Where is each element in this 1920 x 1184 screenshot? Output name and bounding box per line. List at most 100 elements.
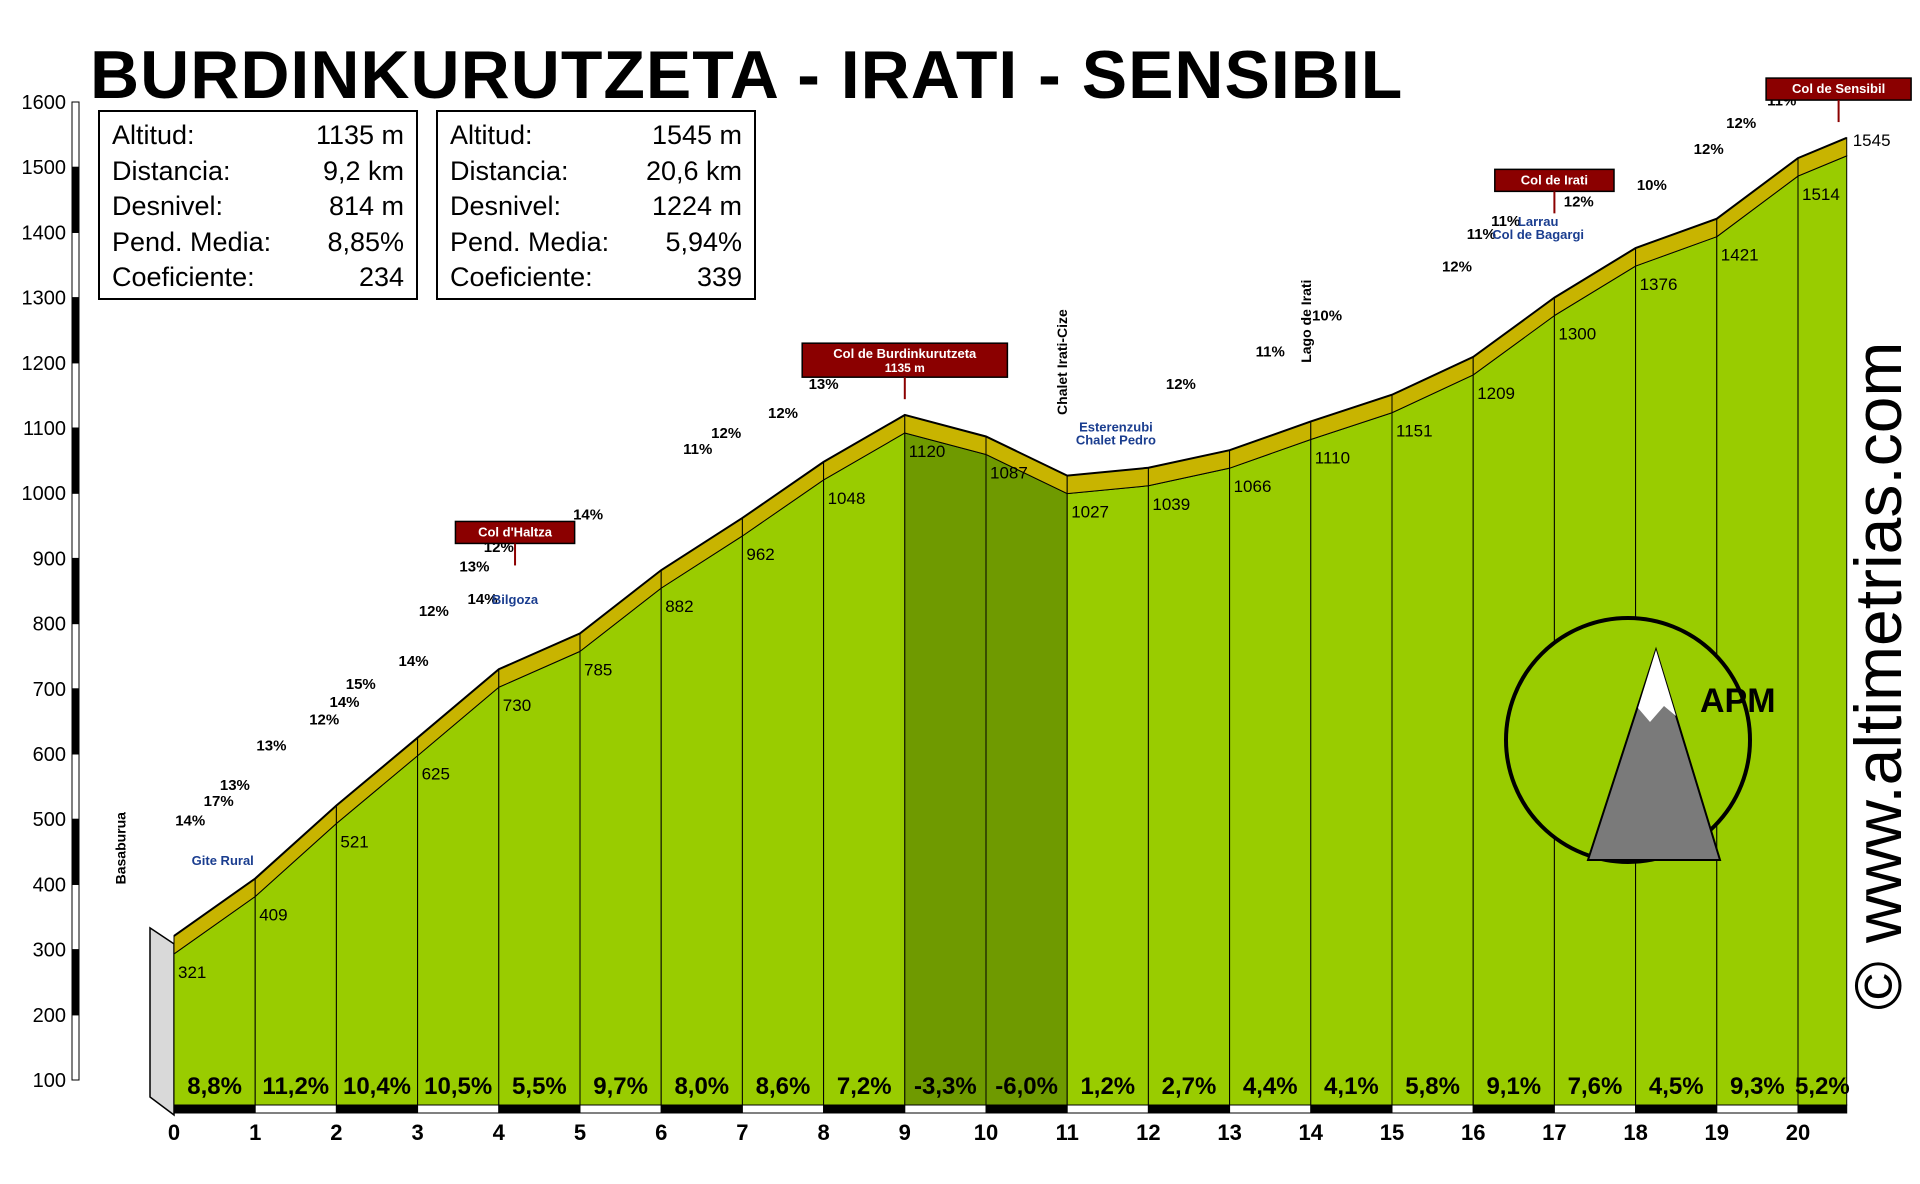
gradient-percent-label: 12% [1166, 376, 1196, 393]
y-scale-segment [71, 231, 80, 299]
col-label: Col d'Haltza [478, 524, 553, 539]
segment-gradient-label: 5,2% [1795, 1073, 1850, 1100]
segment-gradient-label: 8,0% [674, 1073, 729, 1100]
km-ruler-segment [1716, 1104, 1799, 1114]
x-tick-label: 2 [330, 1120, 342, 1145]
km-ruler-segment [1229, 1104, 1312, 1114]
stat-value: 1224 m [651, 191, 742, 221]
gradient-percent-label: 13% [459, 558, 489, 575]
stat-row: Distancia: 20,6 km [450, 154, 742, 190]
altitude-label: 1376 [1640, 275, 1678, 294]
gradient-percent-label: 11% [1256, 343, 1285, 360]
km-ruler-segment [904, 1104, 987, 1114]
km-ruler-segment [498, 1104, 581, 1114]
km-ruler-segment [335, 1104, 419, 1114]
x-tick-label: 11 [1056, 1120, 1079, 1145]
y-scale-segment [71, 883, 80, 951]
stat-value: 1545 m [651, 120, 742, 150]
profile-segment [660, 535, 743, 1106]
stat-value: 234 [358, 262, 404, 292]
col-label: Col de Burdinkurutzeta [833, 346, 977, 361]
segment-gradient-label: -6,0% [995, 1073, 1058, 1100]
stat-label: Pend. Media: [450, 226, 610, 257]
profile-segment [1066, 485, 1149, 1106]
y-tick-label: 900 [33, 548, 66, 570]
y-scale-segment [71, 297, 80, 364]
gradient-percent-label: 12% [1726, 115, 1756, 132]
gradient-percent-label: 10% [1637, 177, 1667, 194]
gradient-percent-label: 12% [309, 712, 339, 729]
altitude-label: 882 [665, 597, 693, 616]
profile-segment [417, 686, 500, 1106]
x-tick-label: 16 [1461, 1120, 1485, 1145]
stat-row: Coeficiente: 234 [112, 260, 404, 296]
stat-row: Pend. Media: 8,85% [112, 225, 404, 261]
profile-segment [1716, 175, 1799, 1106]
gradient-percent-label: 13% [220, 777, 250, 794]
y-scale-segment [71, 688, 80, 755]
km-ruler-segment [1553, 1104, 1637, 1114]
col-label: Col de Sensibil [1792, 81, 1885, 96]
km-ruler-segment [741, 1104, 825, 1114]
km-ruler-segment [1391, 1104, 1474, 1114]
stat-row: Altitud: 1135 m [112, 118, 404, 154]
y-tick-label: 300 [33, 940, 66, 962]
x-tick-label: 13 [1217, 1120, 1241, 1145]
stats-box-burdinkurutzeta: Altitud: 1135 m Distancia: 9,2 km Desnivel: 8… [98, 110, 418, 300]
segment-gradient-label: 8,8% [187, 1073, 242, 1100]
gradient-percent-label: 17% [204, 793, 234, 810]
x-tick-label: 19 [1705, 1120, 1729, 1145]
page-title: BURDINKURUTZETA - IRATI - SENSIBIL [90, 37, 1404, 113]
x-tick-label: 15 [1380, 1120, 1404, 1145]
profile-segment [1147, 467, 1231, 1106]
profile-segment [741, 478, 825, 1106]
altitude-label: 785 [584, 660, 612, 679]
altitude-label: 521 [340, 833, 368, 852]
x-tick-label: 3 [411, 1120, 423, 1145]
direction-sign-label: Larrau [1518, 214, 1559, 229]
direction-sign-label: Chalet Pedro [1076, 432, 1156, 447]
altitude-label: 1545 [1853, 131, 1891, 150]
y-tick-label: 1500 [22, 157, 67, 179]
watermark: © www.altimetrias.com [1841, 341, 1915, 1010]
altitude-label: 1151 [1396, 422, 1433, 441]
col-label: Col de Irati [1521, 172, 1588, 187]
gradient-percent-label: 14% [175, 813, 205, 830]
y-tick-label: 600 [33, 744, 66, 766]
direction-sign-label: Col de Bagargi [1492, 227, 1584, 242]
altitude-label: 409 [259, 906, 287, 925]
y-tick-label: 1100 [23, 418, 66, 440]
altitude-label: 962 [746, 545, 774, 564]
gradient-percent-label: 14% [468, 591, 498, 608]
segment-gradient-label: 9,3% [1730, 1073, 1785, 1100]
stat-row: Coeficiente: 339 [450, 260, 742, 296]
segment-gradient-label: 4,1% [1324, 1073, 1379, 1100]
y-tick-label: 700 [33, 679, 66, 701]
col-altitude-label: 1135 m [885, 361, 925, 375]
x-tick-label: 9 [899, 1120, 911, 1145]
km-ruler-segment [1310, 1104, 1393, 1114]
segment-gradient-label: 5,5% [512, 1073, 567, 1100]
stat-value: 1135 m [315, 120, 404, 150]
y-tick-label: 800 [33, 614, 66, 636]
y-tick-label: 1400 [22, 222, 67, 244]
x-tick-label: 4 [493, 1120, 506, 1145]
gradient-percent-label: 12% [711, 425, 741, 442]
km-ruler-segment [417, 1104, 500, 1114]
x-tick-label: 18 [1623, 1120, 1647, 1145]
segment-gradient-label: 11,2% [262, 1073, 329, 1100]
segment-gradient-label: 2,7% [1162, 1073, 1217, 1100]
altitude-label: 1066 [1234, 477, 1272, 496]
stat-value: 8,85% [327, 226, 404, 257]
gradient-percent-label: 15% [346, 676, 376, 693]
km-ruler-segment [1797, 1104, 1848, 1114]
y-scale-segment [71, 492, 80, 559]
segment-gradient-label: 7,2% [837, 1073, 892, 1100]
y-scale-segment [71, 362, 80, 429]
gradient-percent-label: 14% [573, 506, 603, 523]
stat-value: 20,6 km [645, 155, 742, 186]
y-scale-segment [71, 427, 80, 494]
km-ruler-segment [173, 1104, 256, 1114]
gradient-percent-label: 12% [1564, 193, 1594, 210]
